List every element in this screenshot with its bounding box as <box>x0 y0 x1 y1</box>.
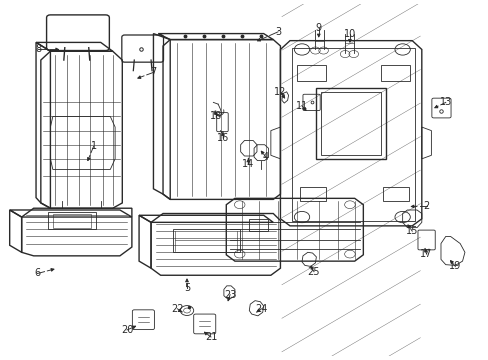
Bar <box>249 219 268 231</box>
Text: 12: 12 <box>274 87 286 97</box>
Text: 20: 20 <box>121 325 133 335</box>
Text: 10: 10 <box>343 28 355 39</box>
Bar <box>316 88 385 159</box>
Bar <box>172 229 239 252</box>
Bar <box>382 187 408 201</box>
Text: 22: 22 <box>171 304 183 314</box>
Text: 5: 5 <box>183 283 190 293</box>
Text: 3: 3 <box>274 27 281 37</box>
Text: 8: 8 <box>35 45 41 54</box>
Text: 19: 19 <box>448 261 461 271</box>
Text: 15: 15 <box>405 226 418 236</box>
Bar <box>53 213 91 228</box>
Text: 9: 9 <box>315 23 321 33</box>
Bar <box>321 92 380 155</box>
Text: 4: 4 <box>263 152 268 162</box>
Text: 2: 2 <box>423 202 429 211</box>
Bar <box>292 48 414 221</box>
Text: 21: 21 <box>204 332 217 342</box>
Text: 18: 18 <box>209 112 222 121</box>
Text: 11: 11 <box>295 101 307 111</box>
Bar <box>48 212 96 229</box>
Text: 1: 1 <box>90 141 97 152</box>
Bar <box>380 65 409 81</box>
Text: 24: 24 <box>255 304 267 314</box>
Text: 13: 13 <box>439 98 451 107</box>
Text: 23: 23 <box>224 290 236 300</box>
Text: 7: 7 <box>150 67 156 77</box>
Bar <box>299 187 325 201</box>
Text: 16: 16 <box>216 133 228 143</box>
Text: 25: 25 <box>307 267 320 277</box>
Text: 6: 6 <box>34 269 41 279</box>
Text: 17: 17 <box>420 249 432 259</box>
Text: 14: 14 <box>242 159 254 169</box>
Bar <box>297 65 325 81</box>
